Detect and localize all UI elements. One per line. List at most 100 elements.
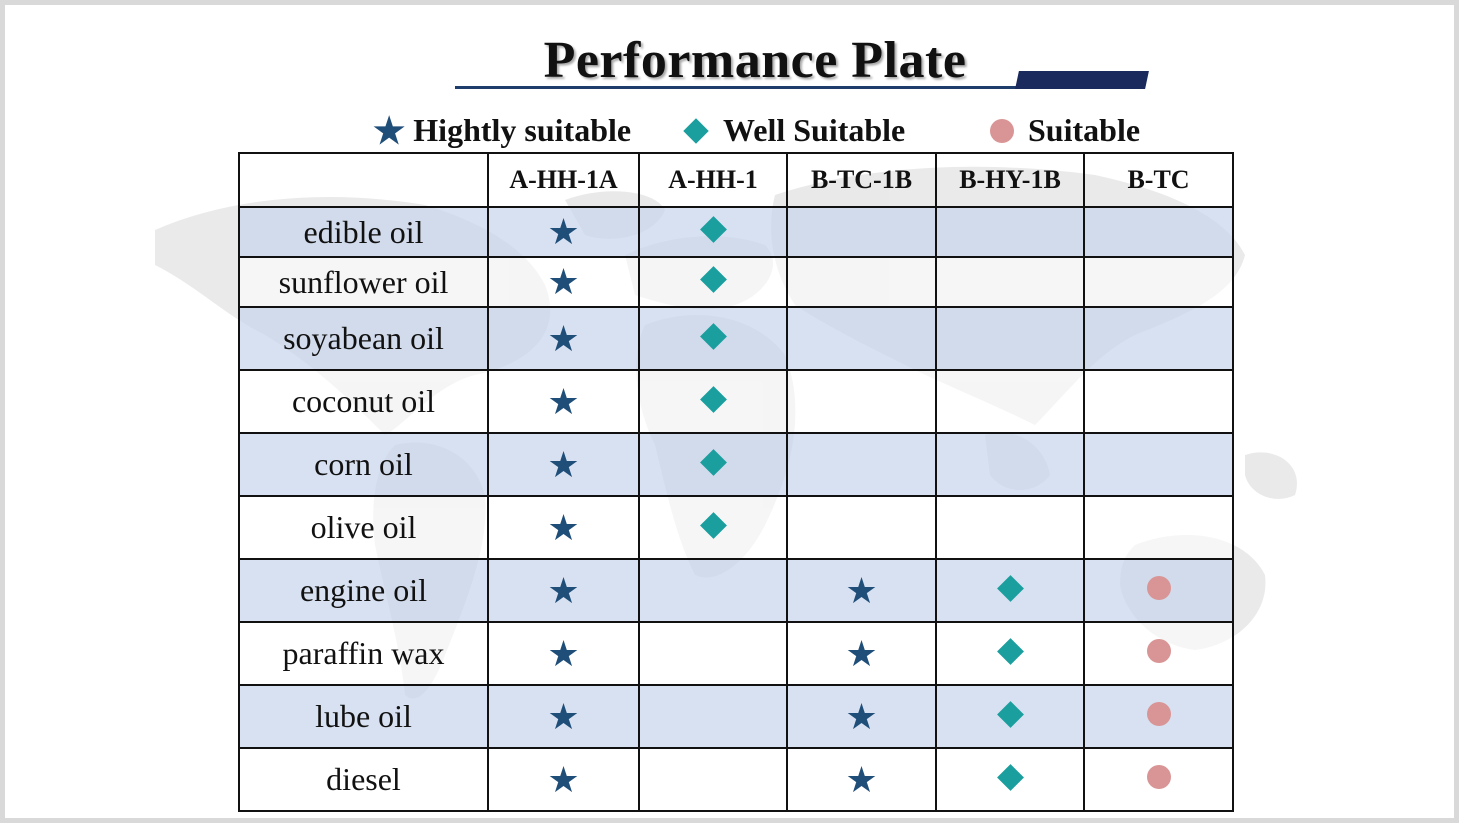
diamond-icon bbox=[699, 216, 727, 243]
circle-icon bbox=[1146, 639, 1171, 663]
rating-cell bbox=[786, 256, 937, 308]
rating-cell: ★ bbox=[786, 747, 937, 812]
rating-cell bbox=[786, 495, 937, 560]
circle-icon bbox=[1146, 702, 1171, 726]
row-label: engine oil bbox=[238, 558, 489, 623]
header-blank-cell bbox=[238, 152, 489, 208]
rating-cell bbox=[935, 432, 1085, 497]
rating-cell bbox=[935, 621, 1085, 686]
star-icon: ★ bbox=[547, 381, 580, 422]
row-label: edible oil bbox=[238, 206, 489, 258]
rating-cell bbox=[786, 432, 937, 497]
rating-cell bbox=[935, 558, 1085, 623]
rating-cell: ★ bbox=[487, 369, 640, 434]
rating-cell bbox=[1083, 369, 1234, 434]
column-header: A-HH-1 bbox=[638, 152, 788, 208]
diamond-icon bbox=[996, 574, 1024, 602]
rating-cell: ★ bbox=[786, 684, 937, 749]
rating-cell bbox=[786, 306, 937, 371]
row-label: diesel bbox=[238, 747, 489, 812]
diamond-icon bbox=[996, 637, 1024, 665]
table-row: paraffin wax ★ ★ bbox=[238, 621, 1234, 686]
rating-cell bbox=[638, 206, 788, 258]
row-label: soyabean oil bbox=[238, 306, 489, 371]
legend-item-well-suitable: Well Suitable bbox=[683, 109, 905, 149]
rating-cell bbox=[935, 747, 1085, 812]
circle-icon bbox=[990, 118, 1014, 143]
row-label: paraffin wax bbox=[238, 621, 489, 686]
rating-cell bbox=[638, 558, 788, 623]
column-header: A-HH-1A bbox=[487, 152, 640, 208]
rating-cell: ★ bbox=[487, 747, 640, 812]
star-icon: ★ bbox=[845, 633, 878, 674]
table-row: sunflower oil ★ bbox=[238, 256, 1234, 308]
performance-table: A-HH-1A A-HH-1 B-TC-1B B-HY-1B B-TC edib… bbox=[238, 152, 1234, 812]
rating-cell bbox=[1083, 206, 1234, 258]
table-row: corn oil ★ bbox=[238, 432, 1234, 497]
rating-cell bbox=[1083, 558, 1234, 623]
rating-cell bbox=[1083, 495, 1234, 560]
star-icon: ★ bbox=[845, 759, 878, 800]
star-icon: ★ bbox=[547, 444, 580, 485]
star-icon: ★ bbox=[845, 570, 878, 611]
row-label: corn oil bbox=[238, 432, 489, 497]
star-icon: ★ bbox=[547, 507, 580, 548]
rating-cell: ★ bbox=[487, 558, 640, 623]
rating-cell bbox=[1083, 306, 1234, 371]
star-icon: ★ bbox=[547, 262, 580, 302]
rating-cell bbox=[1083, 432, 1234, 497]
rating-cell bbox=[1083, 684, 1234, 749]
rating-cell bbox=[638, 256, 788, 308]
rating-cell bbox=[935, 684, 1085, 749]
table-row: lube oil ★ ★ bbox=[238, 684, 1234, 749]
table-row: soyabean oil ★ bbox=[238, 306, 1234, 371]
circle-icon bbox=[1146, 765, 1171, 789]
rating-cell bbox=[638, 684, 788, 749]
table-row: edible oil ★ bbox=[238, 206, 1234, 258]
legend-item-highly-suitable: ★ Hightly suitable bbox=[373, 109, 631, 149]
table-row: diesel ★ ★ bbox=[238, 747, 1234, 812]
rating-cell bbox=[638, 495, 788, 560]
title-underline bbox=[455, 86, 1020, 89]
rating-cell bbox=[786, 369, 937, 434]
rating-cell: ★ bbox=[487, 621, 640, 686]
star-icon: ★ bbox=[547, 212, 580, 252]
rating-cell: ★ bbox=[487, 256, 640, 308]
rating-cell bbox=[638, 747, 788, 812]
legend-item-suitable: Suitable bbox=[990, 109, 1140, 149]
star-icon: ★ bbox=[547, 570, 580, 611]
legend-label: Well Suitable bbox=[723, 112, 906, 149]
table-row: olive oil ★ bbox=[238, 495, 1234, 560]
rating-cell: ★ bbox=[487, 684, 640, 749]
rating-cell: ★ bbox=[487, 432, 640, 497]
rating-cell bbox=[1083, 747, 1234, 812]
rating-cell bbox=[935, 495, 1085, 560]
header-row: A-HH-1A A-HH-1 B-TC-1B B-HY-1B B-TC bbox=[238, 152, 1234, 208]
page-title: Performance Plate bbox=[543, 32, 967, 89]
circle-icon bbox=[1146, 576, 1171, 600]
diamond-icon bbox=[683, 117, 709, 144]
column-header: B-TC bbox=[1083, 152, 1234, 208]
diamond-icon bbox=[699, 385, 727, 413]
table-body: edible oil ★ sunflower oil ★ soyabean oil ★ co… bbox=[238, 206, 1234, 812]
diamond-icon bbox=[699, 448, 727, 476]
title-accent-bar bbox=[1015, 71, 1149, 89]
diamond-icon bbox=[996, 700, 1024, 728]
row-label: sunflower oil bbox=[238, 256, 489, 308]
diamond-icon bbox=[699, 322, 727, 350]
rating-cell: ★ bbox=[487, 495, 640, 560]
rating-cell: ★ bbox=[786, 558, 937, 623]
rating-cell bbox=[638, 432, 788, 497]
row-label: coconut oil bbox=[238, 369, 489, 434]
star-icon: ★ bbox=[547, 318, 580, 359]
rating-cell bbox=[786, 206, 937, 258]
legend-label: Suitable bbox=[1028, 112, 1141, 149]
star-icon: ★ bbox=[547, 759, 580, 800]
star-icon: ★ bbox=[547, 633, 580, 674]
rating-cell bbox=[935, 206, 1085, 258]
row-label: lube oil bbox=[238, 684, 489, 749]
star-icon: ★ bbox=[547, 696, 580, 737]
diamond-icon bbox=[699, 266, 727, 293]
rating-cell bbox=[935, 306, 1085, 371]
rating-cell: ★ bbox=[487, 306, 640, 371]
